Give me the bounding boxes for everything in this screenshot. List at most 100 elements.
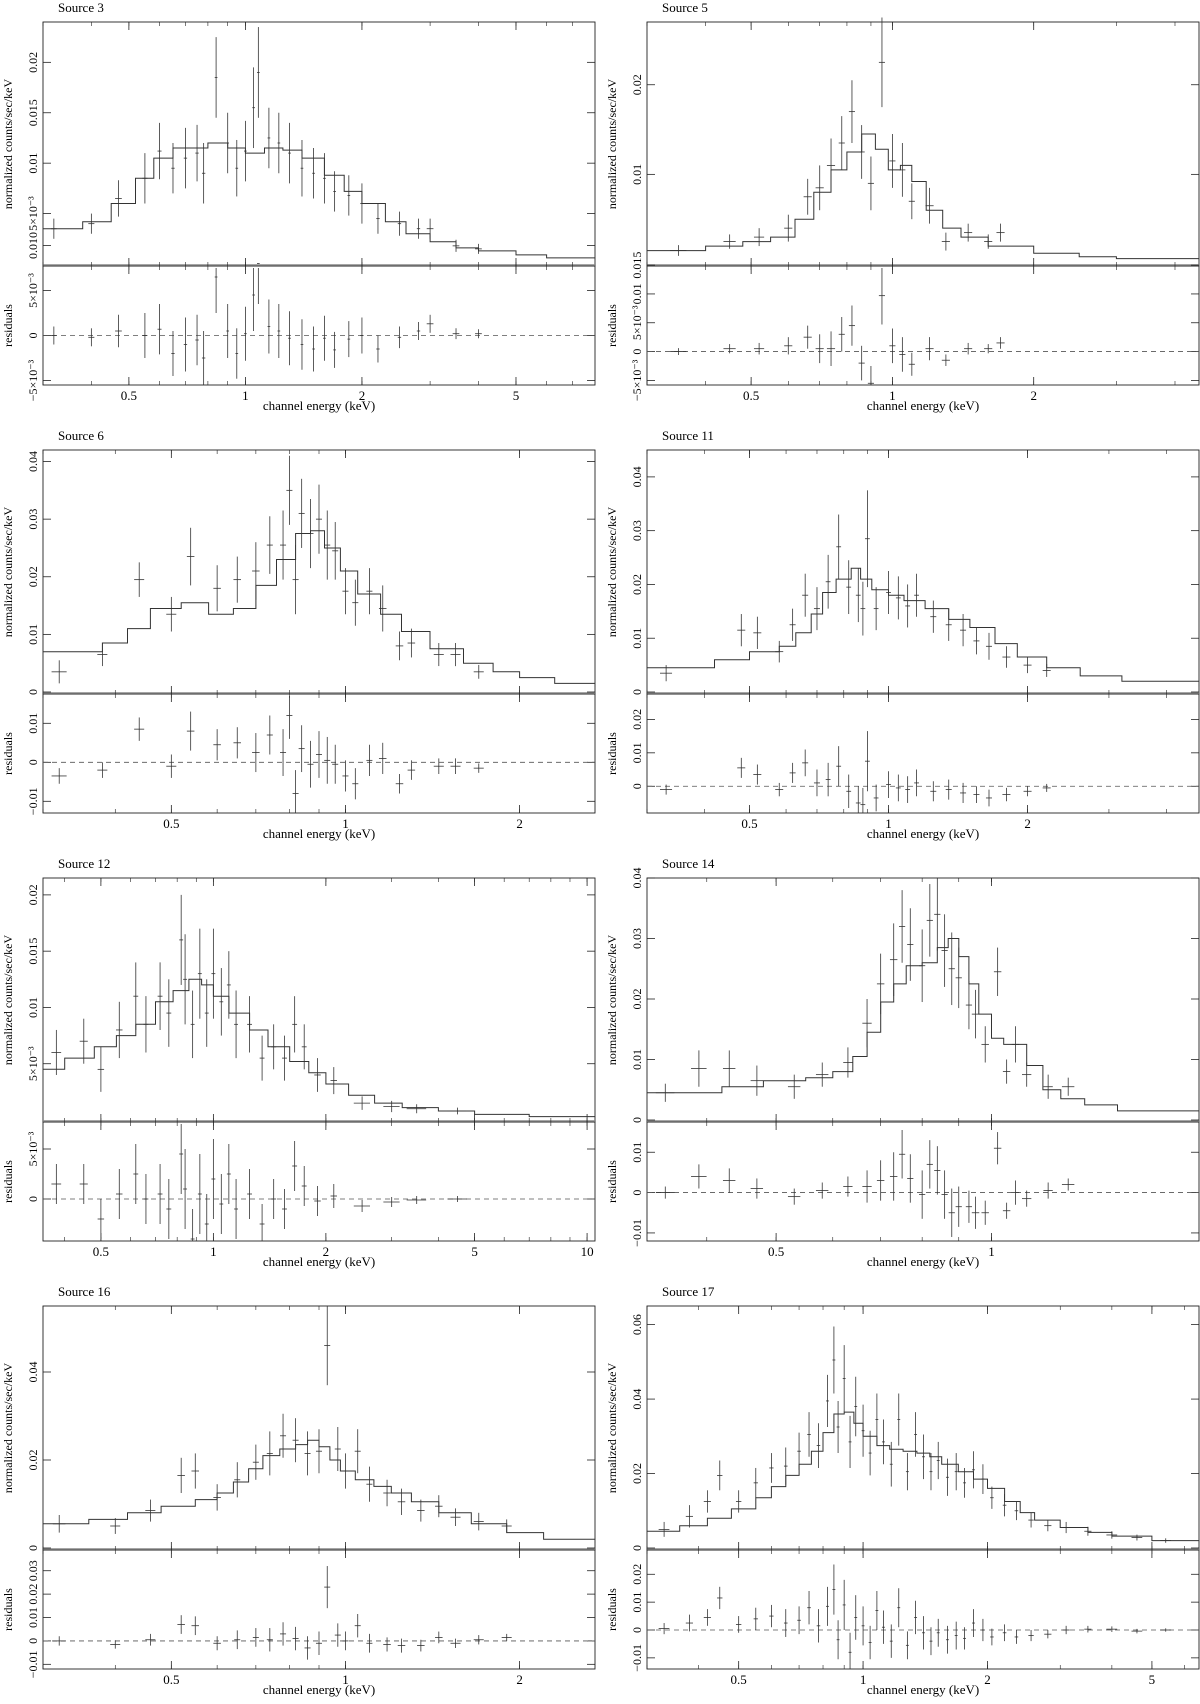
residual-point <box>964 342 973 355</box>
data-point <box>826 1374 829 1427</box>
data-point <box>501 1519 512 1533</box>
residual-point <box>312 326 315 372</box>
r-tick-label: 0.01 <box>630 283 644 304</box>
data-point <box>996 223 1005 242</box>
x-axis-label: channel energy (keV) <box>867 826 979 841</box>
panel-title: Source 5 <box>662 0 708 15</box>
residual-point <box>787 1188 801 1205</box>
data-point <box>298 478 305 548</box>
data-point <box>803 178 812 215</box>
data-point <box>925 187 934 224</box>
residual-point <box>211 1139 216 1219</box>
data-point <box>307 498 314 569</box>
residual-point <box>292 1626 299 1651</box>
data-point <box>226 951 231 1019</box>
data-point <box>177 1457 185 1493</box>
y-tick-label: 0.01 <box>26 997 40 1018</box>
x-tick-label: 1 <box>860 1672 867 1687</box>
data-point <box>1160 1538 1172 1543</box>
residual-point <box>134 717 145 741</box>
y-tick-label: 0.01 <box>26 624 40 645</box>
data-point <box>735 1490 742 1513</box>
data-point <box>703 1490 711 1513</box>
data-point <box>660 665 673 682</box>
residual-point <box>1084 1625 1092 1633</box>
data-point <box>836 1400 840 1454</box>
residual-point <box>919 1170 926 1219</box>
residual-point <box>97 1199 105 1239</box>
data-point <box>963 1467 966 1498</box>
residual-point <box>914 769 919 797</box>
data-point <box>846 560 852 615</box>
residual-point <box>79 1164 88 1204</box>
residual-point <box>334 1623 341 1647</box>
data-point <box>1002 646 1011 668</box>
r-tick-label: 0.010 <box>26 232 40 259</box>
spectrum-panel-6: Source 14 0.5 1 0 0.01 0.02 0.03 0.04 −0.01 0 0.01… <box>605 856 1200 1269</box>
residual-point <box>226 1144 231 1204</box>
residual-point <box>926 1140 933 1189</box>
residual-point <box>179 1124 184 1194</box>
residual-axis-label: residuals <box>1 304 15 347</box>
residual-axis-label: residuals <box>1 1160 15 1203</box>
residual-point <box>873 784 879 812</box>
y-tick-label: 0.04 <box>630 1389 644 1410</box>
residual-point <box>88 328 95 347</box>
residual-point <box>259 1204 265 1241</box>
residual-frame <box>646 1549 1200 1670</box>
data-point <box>376 203 380 234</box>
residual-point <box>826 331 836 366</box>
residual-point <box>282 1189 287 1229</box>
data-point <box>201 143 206 204</box>
data-point <box>723 234 736 249</box>
spectrum-frame <box>646 1305 1200 1551</box>
residual-point <box>501 1633 512 1641</box>
residual-point <box>802 749 809 777</box>
y-tick-label: 0.02 <box>26 52 40 73</box>
residual-point <box>723 344 736 354</box>
residual-point <box>256 263 260 304</box>
data-point <box>110 1518 121 1534</box>
data-point <box>954 1453 958 1491</box>
residual-point <box>878 268 885 325</box>
residual-point <box>332 744 339 784</box>
spectrum-frame <box>646 449 1200 695</box>
residual-point <box>655 1186 675 1199</box>
residual-point <box>252 733 260 773</box>
x-tick-label: 1 <box>988 1244 995 1259</box>
residual-point <box>881 1610 885 1644</box>
data-point <box>889 134 896 188</box>
residual-point <box>914 1600 918 1635</box>
residual-point <box>307 740 314 788</box>
residual-point <box>807 1591 811 1625</box>
residual-point <box>226 304 230 358</box>
r-tick-label: 0.01 <box>630 1592 644 1613</box>
data-point <box>919 929 926 1003</box>
residual-point <box>190 1209 195 1241</box>
residual-point <box>473 1635 484 1645</box>
data-point <box>753 616 762 649</box>
data-point <box>312 148 315 199</box>
data-point <box>191 1453 200 1489</box>
r-tick-label: −5×10⁻³ <box>26 359 40 401</box>
data-point <box>353 1096 371 1110</box>
residual-point <box>304 1636 311 1660</box>
residual-point <box>930 781 937 802</box>
x-axis-label: channel energy (keV) <box>867 398 979 413</box>
residual-point <box>854 1595 858 1640</box>
data-point <box>213 1484 221 1511</box>
residual-point <box>234 1630 241 1650</box>
residual-point <box>815 334 824 364</box>
residual-point <box>1106 1626 1118 1632</box>
data-point <box>926 884 933 957</box>
data-point <box>895 576 901 620</box>
residual-point <box>288 311 291 366</box>
data-point <box>186 527 195 586</box>
residual-point <box>97 762 108 778</box>
model-curve <box>647 133 1200 261</box>
residual-point <box>1062 1625 1070 1635</box>
residual-point <box>233 727 241 759</box>
data-point <box>1011 1026 1020 1063</box>
model-curve <box>43 142 596 260</box>
residual-point <box>826 1586 829 1626</box>
